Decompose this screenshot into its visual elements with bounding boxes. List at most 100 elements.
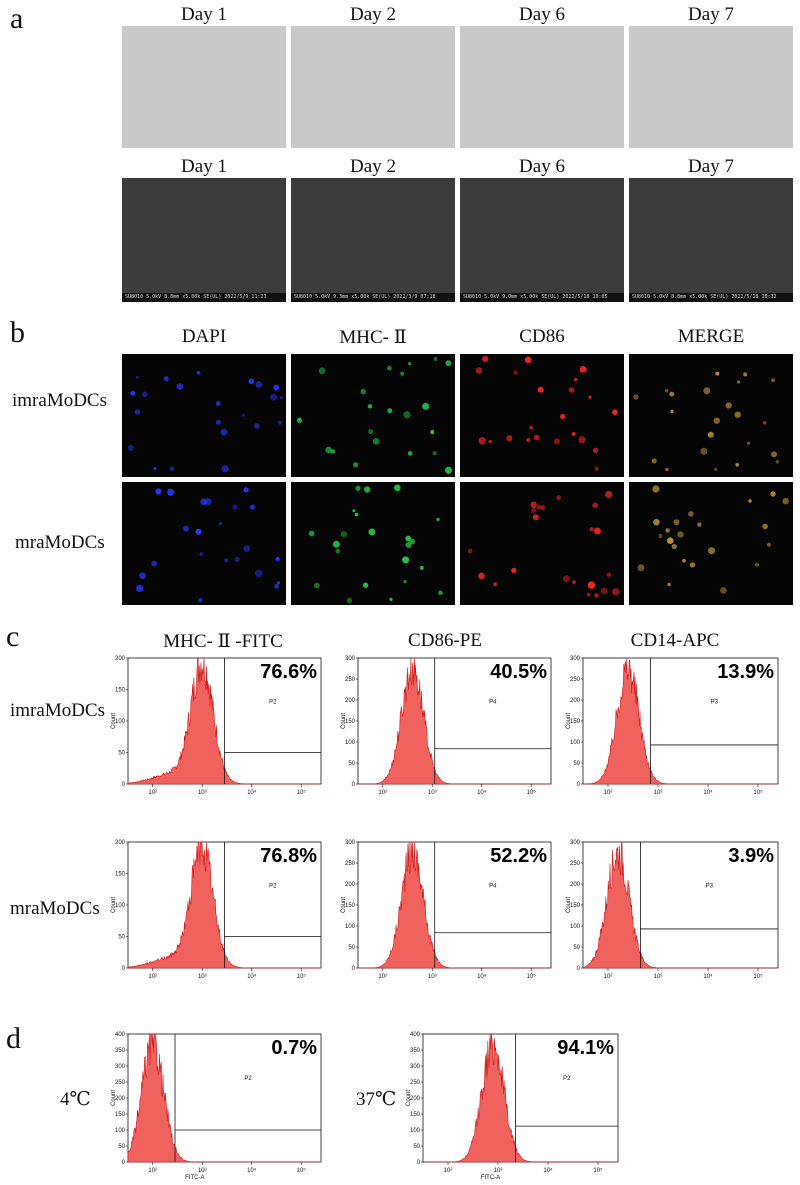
cell-dot	[274, 583, 280, 589]
cell-dot	[153, 467, 157, 471]
x-tick-label: 10⁵	[753, 973, 763, 980]
gate-percentage: 0.7%	[271, 1037, 317, 1059]
x-tick-label: 10³	[198, 790, 207, 796]
y-tick-label: 100	[410, 1128, 421, 1134]
light-micrograph-day6	[460, 26, 624, 148]
cell-dot	[224, 558, 229, 563]
cell-dot	[562, 575, 571, 583]
cell-dot	[532, 514, 539, 521]
x-tick-label: 10⁵	[297, 973, 307, 980]
x-tick-label: 10⁴	[247, 973, 257, 980]
y-tick-label: 50	[573, 761, 580, 767]
y-axis-label: Count	[341, 713, 347, 729]
y-tick-label: 50	[118, 1144, 125, 1150]
histogram-area	[582, 842, 778, 969]
panel-c-letter: c	[6, 620, 20, 653]
cell-dot	[612, 409, 618, 415]
cell-dot	[151, 560, 158, 567]
y-tick-label: 150	[115, 1112, 126, 1118]
cell-dot	[606, 572, 612, 578]
cell-dot	[308, 530, 315, 537]
cell-dot	[652, 485, 660, 493]
cell-dot	[594, 466, 599, 471]
gate-percentage: 94.1%	[557, 1037, 614, 1059]
gate-name: P4	[489, 883, 497, 889]
cell-dot	[735, 463, 739, 467]
cell-dot	[403, 411, 411, 419]
x-tick-label: 10⁴	[477, 973, 487, 980]
y-axis-label: Count	[111, 1090, 117, 1106]
sem-footer: SU8010 5.0kV 8.8mm x5.00k SE(UL) 2022/5/…	[122, 293, 286, 302]
gate-name: P3	[706, 883, 714, 889]
sem-micrograph-day7: SU8010 5.0kV 8.8mm x5.00k SE(UL) 2022/5/…	[629, 178, 793, 302]
cell-dot	[743, 372, 748, 377]
cell-dot	[136, 375, 140, 379]
cell-dot	[524, 356, 532, 364]
histogram-area	[423, 1033, 618, 1163]
cell-dot	[405, 541, 412, 549]
y-tick-label: 400	[410, 1032, 421, 1038]
histogram-cd14-mra: 3.9% P3 0 50 100 150 200 250 300 Count 10² 10³ 10⁴ 10…	[566, 840, 779, 980]
cell-dot	[506, 435, 513, 442]
cell-dot	[747, 441, 750, 445]
fluor-merge-imra	[629, 354, 793, 477]
y-tick-label: 100	[115, 903, 126, 909]
cell-dot	[482, 355, 489, 363]
cell-dot	[254, 423, 260, 429]
cell-dot	[536, 504, 542, 510]
sem-micrograph-day1: SU8010 5.0kV 8.8mm x5.00k SE(UL) 2022/5/…	[122, 178, 286, 302]
sem-micrograph-day6: SU8010 5.0kV 9.0mm x5.00k SE(UL) 2022/5/…	[460, 178, 624, 302]
cell-dot	[353, 462, 359, 468]
x-tick-label: 10³	[198, 1168, 207, 1174]
x-tick-label: 10⁵	[297, 1167, 307, 1174]
panel-d-letter: d	[6, 1022, 21, 1055]
cell-dot	[196, 370, 201, 375]
y-tick-label: 100	[570, 740, 581, 746]
y-tick-label: 0	[577, 782, 581, 788]
cell-dot	[372, 437, 380, 445]
x-tick-label: 10²	[148, 790, 157, 796]
y-tick-label: 100	[345, 924, 356, 930]
cell-dot	[279, 396, 283, 400]
x-tick-label: 10³	[654, 974, 663, 980]
cell-dot	[697, 522, 702, 527]
light-micrograph-day2	[291, 26, 455, 148]
cell-dot	[578, 436, 586, 444]
cell-dot	[318, 367, 326, 375]
y-tick-label: 250	[345, 677, 356, 683]
cell-dot	[220, 428, 228, 436]
cell-dot	[362, 582, 369, 588]
y-tick-label: 50	[348, 761, 355, 767]
panel-b-row-label: imraMoDCs	[12, 390, 107, 411]
cell-dot	[325, 446, 333, 454]
cell-dot	[234, 556, 240, 563]
cell-dot	[241, 413, 245, 417]
cell-dot	[139, 572, 146, 580]
cell-dot	[766, 542, 771, 547]
x-tick-label: 10⁵	[297, 789, 307, 796]
cell-dot	[195, 528, 202, 535]
x-tick-label: 10⁴	[247, 789, 257, 796]
cell-dot	[478, 572, 485, 580]
gate-percentage: 76.8%	[260, 845, 317, 867]
histogram-cd14-imra: 13.9% P3 0 50 100 150 200 250 300 Count 10² 10³ 10⁴ 1…	[566, 656, 779, 796]
cell-dot	[670, 409, 674, 413]
y-axis-label: Count	[341, 897, 347, 913]
panel-d-row-label: 4℃	[60, 1089, 91, 1110]
histogram-area	[583, 657, 778, 785]
y-tick-label: 200	[570, 882, 581, 888]
cell-dot	[653, 518, 660, 526]
light-micrograph-day1	[122, 26, 286, 148]
y-tick-label: 100	[115, 1128, 126, 1134]
x-tick-label: 10²	[444, 1168, 453, 1174]
cell-dot	[332, 540, 340, 548]
x-tick-label: 10²	[148, 1168, 157, 1174]
y-tick-label: 200	[115, 1096, 126, 1102]
cell-dot	[588, 395, 592, 399]
y-tick-label: 250	[570, 861, 581, 867]
cell-dot	[141, 391, 148, 398]
cell-dot	[579, 366, 587, 373]
cell-dot	[600, 587, 608, 595]
x-tick-label: 10²	[378, 974, 387, 980]
histogram-area	[358, 841, 551, 969]
